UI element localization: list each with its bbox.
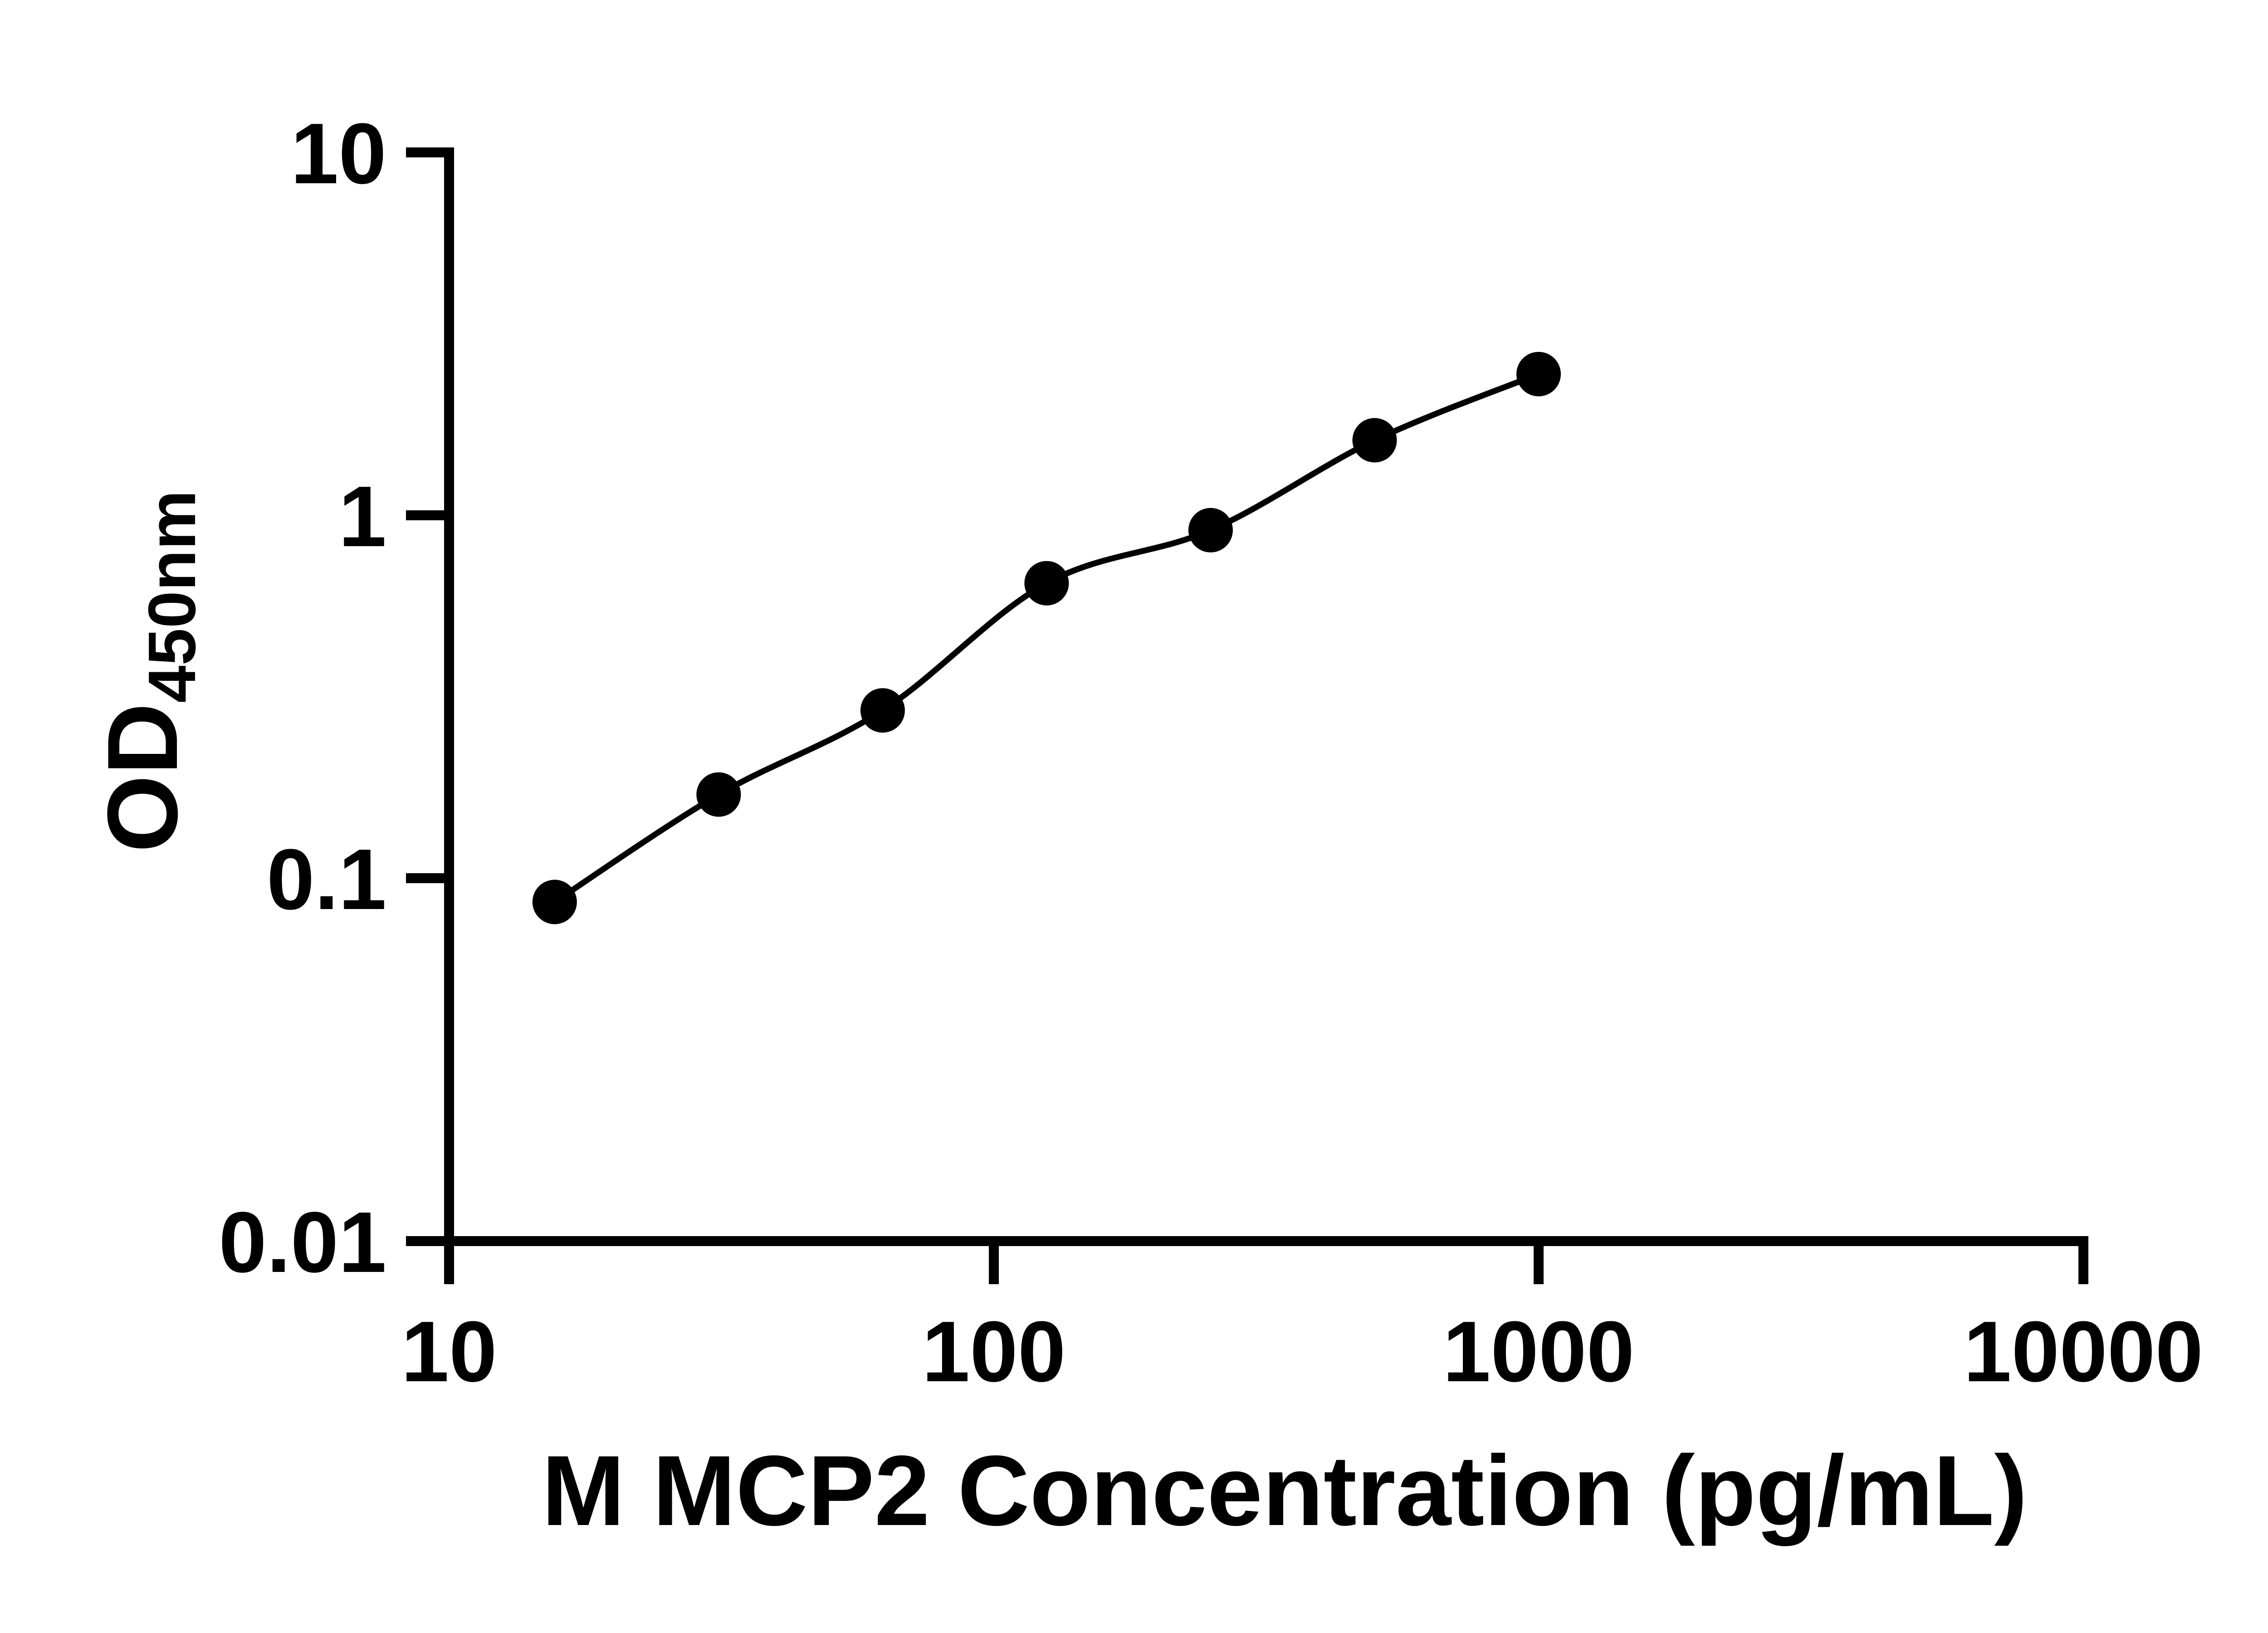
x-tick-label: 10 — [401, 1304, 497, 1400]
y-axis-title-main: OD — [87, 703, 198, 852]
data-point — [1352, 418, 1397, 463]
data-point — [696, 772, 741, 817]
y-tick-label: 0.1 — [267, 831, 386, 928]
data-point — [532, 880, 577, 924]
plot-area — [532, 352, 1561, 924]
data-point — [860, 688, 905, 733]
y-tick-label: 1 — [338, 469, 386, 565]
x-tick-label: 100 — [922, 1304, 1066, 1400]
x-tick-label: 10000 — [1964, 1304, 2203, 1400]
y-axis-title-subscript: 450nm — [135, 490, 210, 703]
x-tick-label: 1000 — [1443, 1304, 1635, 1400]
y-tick-label: 0.01 — [219, 1194, 386, 1291]
data-point — [1188, 508, 1233, 552]
x-axis-title: M MCP2 Concentration (pg/mL) — [542, 1435, 2027, 1546]
y-tick-label: 10 — [291, 106, 386, 202]
y-axis-title: OD450nm — [87, 490, 210, 853]
data-point — [1516, 352, 1561, 396]
data-point — [1024, 561, 1069, 606]
